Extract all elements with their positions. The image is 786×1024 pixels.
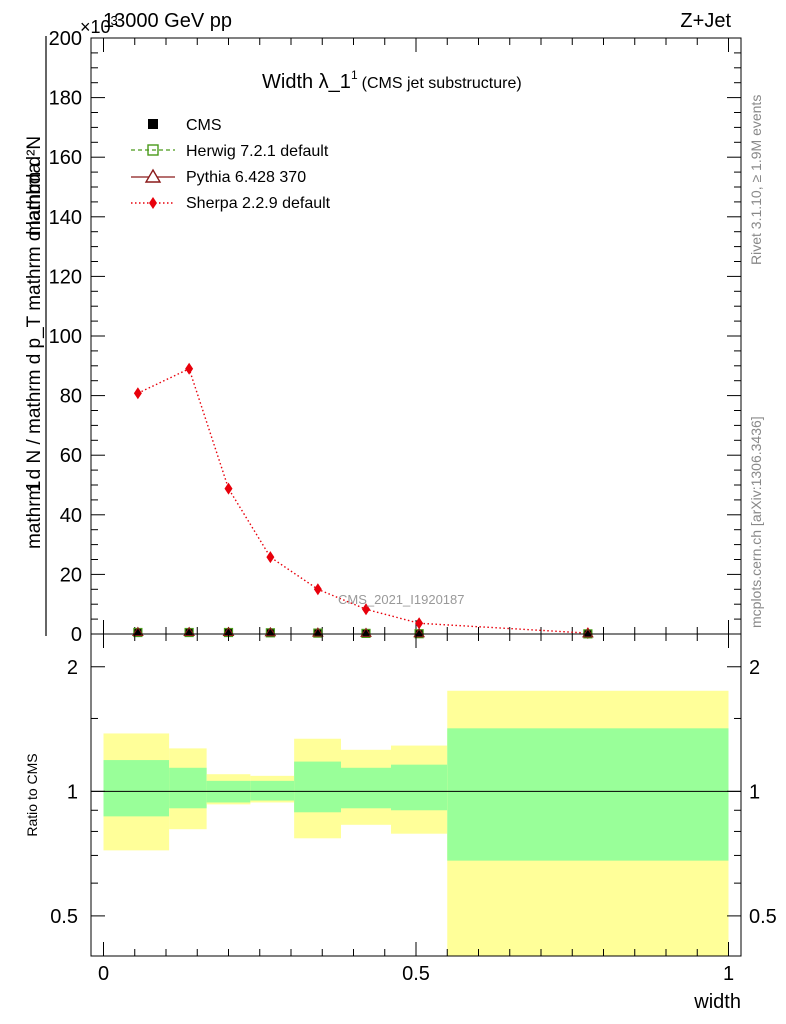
cms-point	[133, 628, 142, 637]
svg-text:mathrm d N / mathrm d p_T math: mathrm d N / mathrm d p_T mathrm d lambd…	[24, 163, 45, 550]
rivet-label: Rivet 3.1.10, ≥ 1.9M events	[748, 95, 764, 265]
process-label: Z+Jet	[680, 10, 731, 32]
pythia-point	[413, 627, 426, 638]
ratio-band-inner	[341, 767, 391, 809]
cms-point	[266, 628, 275, 637]
sherpa-point	[133, 387, 142, 400]
svg-text:1: 1	[23, 480, 45, 491]
ratio-band-inner	[103, 760, 170, 817]
y-tick-label: 180	[49, 88, 82, 110]
herwig-point	[361, 628, 371, 639]
main-ylabel: 1 mathrm d²N mathrm d N / mathrm d p_T m…	[23, 36, 47, 636]
cms-point	[224, 628, 233, 637]
sherpa-point	[224, 482, 233, 495]
ratio-band-inner	[294, 761, 341, 813]
ratio-frame	[90, 633, 742, 957]
y-tick-label: 160	[49, 147, 82, 169]
svg-text:mathrm d²N: mathrm d²N	[24, 136, 45, 236]
y-tick-label: 140	[49, 207, 82, 229]
legend-item-cms: CMS	[148, 117, 222, 134]
ratio-band-inner	[391, 764, 448, 811]
y-tick-label: 80	[60, 386, 82, 408]
x-tick-label: 1	[723, 963, 734, 985]
y-tick-label: 100	[49, 326, 82, 348]
sherpa-point	[415, 617, 424, 630]
pythia-point	[311, 627, 324, 637]
y-tick-label: 0	[71, 624, 82, 646]
beam-label: 13000 GeV pp	[103, 10, 232, 32]
ratio-y-tick-label: 2	[67, 657, 78, 679]
ratio-panel: 0.5 0.5 1 1 2 2 0 0.5 1 Ratio to CMS width	[24, 633, 777, 1013]
sherpa-point	[185, 362, 194, 375]
legend-item-pythia: Pythia 6.428 370	[131, 168, 306, 186]
mcplots-label: mcplots.cern.ch [arXiv:1306.3436]	[748, 416, 764, 628]
y-tick-label: 60	[60, 445, 82, 467]
analysis-tag: CMS_2021_I1920187	[338, 592, 465, 607]
legend-item-herwig: Herwig 7.2.1 default	[131, 143, 329, 160]
chart-title: Width λ_11 (CMS jet substructure)	[262, 68, 522, 93]
ratio-y-tick-label-right: 1	[749, 781, 760, 803]
y-tick-label: 200	[49, 28, 82, 50]
x-tick-label: 0.5	[402, 963, 430, 985]
x-tick-label: 0	[98, 963, 109, 985]
sherpa-point	[362, 603, 370, 616]
svg-text:Pythia 6.428 370: Pythia 6.428 370	[186, 169, 306, 186]
sherpa-point	[266, 551, 275, 564]
svg-text:Sherpa 2.2.9 default: Sherpa 2.2.9 default	[186, 195, 331, 212]
pythia-point	[360, 627, 372, 637]
sherpa-point	[313, 583, 322, 596]
herwig-point	[313, 628, 323, 638]
svg-text:Herwig 7.2.1 default: Herwig 7.2.1 default	[186, 143, 329, 160]
ratio-band-inner	[250, 780, 295, 801]
herwig-point	[133, 627, 143, 638]
ratio-y-tick-label: 0.5	[50, 906, 78, 928]
x-axis-label: width	[693, 991, 741, 1013]
y-tick-label: 40	[60, 505, 82, 527]
pythia-point	[581, 627, 594, 638]
ratio-band-inner	[169, 767, 207, 809]
pythia-point	[264, 626, 277, 637]
ratio-ylabel: Ratio to CMS	[24, 753, 40, 836]
exponent-label: ×103	[80, 13, 118, 37]
ratio-band-inner	[447, 728, 729, 861]
y-tick-label: 120	[49, 266, 82, 288]
cms-point	[185, 628, 194, 637]
cms-point	[362, 629, 370, 638]
ratio-y-tick-label: 1	[67, 781, 78, 803]
ratio-y-tick-label-right: 2	[749, 657, 760, 679]
herwig-point	[184, 627, 194, 638]
cms-point	[313, 629, 322, 638]
ratio-y-tick-label-right: 0.5	[749, 906, 777, 928]
legend: CMS Herwig 7.2.1 default Pythia 6.428 37…	[131, 117, 331, 212]
pythia-point	[183, 626, 196, 637]
legend-item-sherpa: Sherpa 2.2.9 default	[131, 195, 331, 212]
herwig-point	[265, 628, 275, 638]
main-panel: 0 20 40 60 80 100 120 140 160 180 200 Width λ_11 (C…	[23, 28, 742, 646]
pythia-point	[131, 626, 144, 637]
y-tick-label: 20	[60, 564, 82, 586]
svg-text:CMS: CMS	[186, 117, 222, 134]
